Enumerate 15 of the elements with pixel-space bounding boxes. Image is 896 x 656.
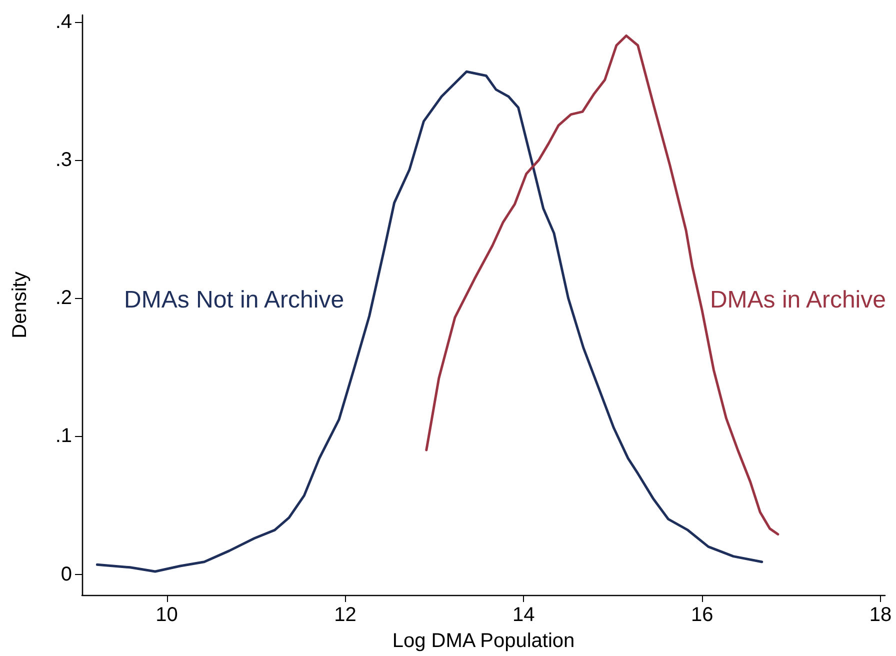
y-tick-label: .3 [55,149,72,171]
series-label: DMAs in Archive [710,286,886,314]
x-tick-label: 18 [869,604,892,626]
x-tick-label: 14 [512,604,535,626]
y-tick-label: .1 [55,425,72,448]
y-tick-label: .2 [55,287,72,310]
x-tick-label: 10 [156,604,178,626]
series-label: DMAs Not in Archive [124,286,344,314]
line-series [425,34,780,536]
x-tick-label: 12 [334,604,356,626]
y-axis-title: Density [9,272,31,338]
y-tick-label: 0 [60,563,72,586]
x-axis-title: Log DMA Population [392,630,575,652]
x-tick-label: 16 [690,604,714,626]
y-tick-label: .4 [55,10,72,33]
